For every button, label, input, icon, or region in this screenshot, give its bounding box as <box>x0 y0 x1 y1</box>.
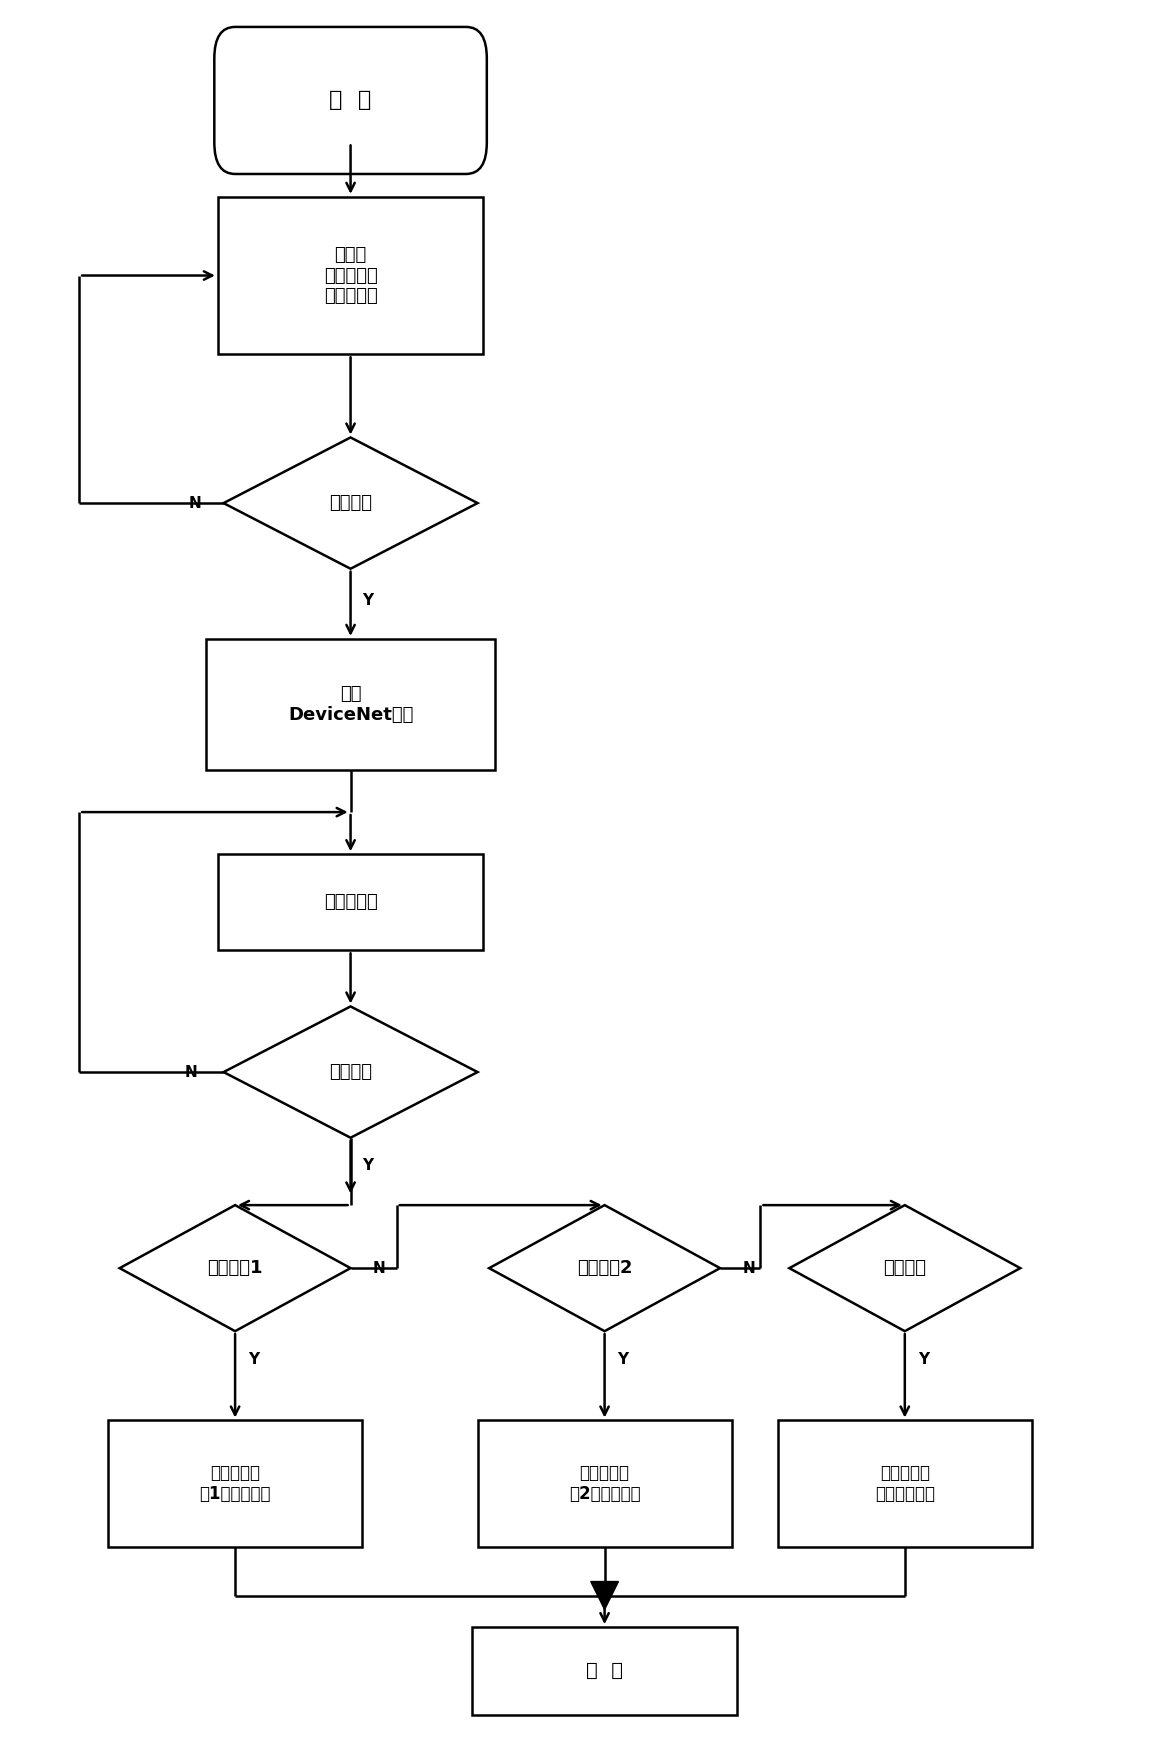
Text: 外部中断1: 外部中断1 <box>207 1259 263 1277</box>
Text: 等待中断: 等待中断 <box>329 1062 372 1082</box>
Bar <box>108 1421 362 1546</box>
Bar <box>478 1421 732 1546</box>
Text: N: N <box>742 1261 755 1275</box>
Text: 调用外部中
断2处理子程序: 调用外部中 断2处理子程序 <box>569 1463 641 1502</box>
Polygon shape <box>591 1581 619 1609</box>
Text: N: N <box>373 1261 386 1275</box>
Text: 开  始: 开 始 <box>329 90 372 111</box>
Polygon shape <box>223 438 478 568</box>
Bar <box>206 639 495 770</box>
Text: 配置
DeviceNet网络: 配置 DeviceNet网络 <box>288 684 413 725</box>
FancyBboxPatch shape <box>214 26 487 174</box>
Bar <box>778 1421 1032 1546</box>
Text: 外部中断2: 外部中断2 <box>577 1259 633 1277</box>
Polygon shape <box>790 1205 1020 1332</box>
Bar <box>217 855 484 950</box>
Text: 读节点状态: 读节点状态 <box>323 894 378 911</box>
Polygon shape <box>120 1205 350 1332</box>
Bar <box>472 1627 737 1715</box>
Text: Y: Y <box>618 1351 629 1367</box>
Polygon shape <box>490 1205 720 1332</box>
Text: 返  回: 返 回 <box>586 1660 623 1680</box>
Text: Y: Y <box>363 1157 373 1173</box>
Text: N: N <box>188 496 201 510</box>
Polygon shape <box>223 1006 478 1138</box>
Text: Y: Y <box>363 593 373 609</box>
Text: N: N <box>185 1064 198 1080</box>
Text: 定时中断: 定时中断 <box>884 1259 926 1277</box>
Text: 读取运
行参数并对
装置初始化: 读取运 行参数并对 装置初始化 <box>323 246 378 306</box>
Bar <box>217 197 484 354</box>
Text: 调用定时中
断处理子程序: 调用定时中 断处理子程序 <box>875 1463 935 1502</box>
Text: Y: Y <box>918 1351 929 1367</box>
Text: Y: Y <box>248 1351 259 1367</box>
Text: 等待中断: 等待中断 <box>329 494 372 512</box>
Text: 调用外部中
断1处理子程序: 调用外部中 断1处理子程序 <box>199 1463 271 1502</box>
